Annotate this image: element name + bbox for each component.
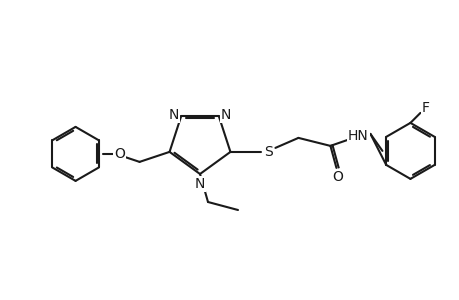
- Text: N: N: [168, 108, 179, 122]
- Text: HN: HN: [347, 129, 368, 143]
- Text: F: F: [420, 101, 429, 115]
- Text: N: N: [220, 108, 231, 122]
- Text: O: O: [114, 147, 125, 161]
- Text: O: O: [331, 170, 342, 184]
- Text: S: S: [263, 145, 272, 159]
- Text: N: N: [195, 177, 205, 191]
